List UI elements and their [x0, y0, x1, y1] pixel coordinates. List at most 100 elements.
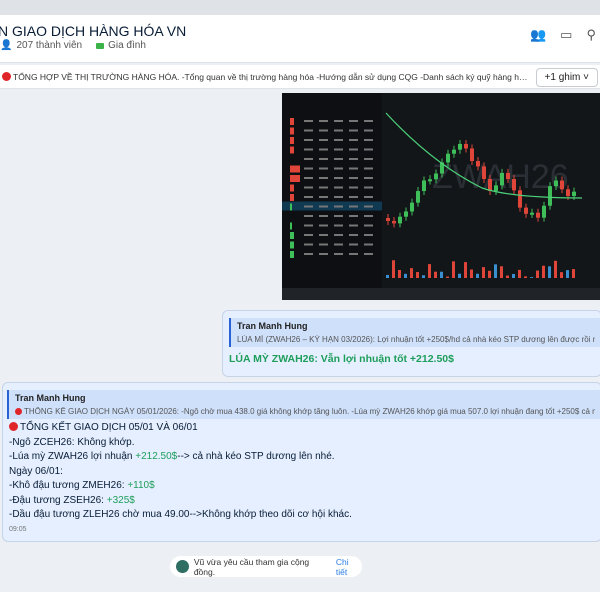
- message-line: -Ngô ZCEH26: Không khớp.: [9, 436, 135, 448]
- candle: [566, 189, 570, 197]
- price-cell: [319, 196, 328, 198]
- quoted-message[interactable]: Tran Manh Hung LÚA MÌ (ZWAH26 – KỲ HẠN 0…: [229, 318, 600, 347]
- price-cell: [349, 215, 358, 217]
- message-line: -Lúa mỳ ZWAH26 lợi nhuận +212.50$--> cả …: [9, 451, 335, 462]
- details-link[interactable]: Chi tiết: [335, 556, 349, 577]
- volume-bar: [530, 277, 533, 278]
- candle: [494, 185, 498, 191]
- volume-bar: [470, 269, 473, 278]
- price-cell: [319, 139, 328, 141]
- volume-bar: [458, 273, 461, 278]
- candle: [482, 166, 486, 180]
- price-cell: [364, 243, 373, 246]
- price-cell: [304, 177, 313, 179]
- price-cell: [319, 234, 328, 236]
- volume-bar: [446, 276, 449, 278]
- volume-bar: [464, 262, 467, 278]
- price-cell: [334, 253, 343, 255]
- order-book-panel: [282, 93, 382, 288]
- selected-row: [282, 201, 382, 211]
- quoted-message[interactable]: Tran Manh Hung THỐNG KÊ GIAO DỊCH NGÀY 0…: [7, 390, 600, 419]
- price-cell: [319, 120, 328, 122]
- volume-bar: [476, 273, 479, 278]
- join-request-notice: Vũ vừa yêu cầu tham gia cộng đồng. Chi t…: [170, 556, 362, 577]
- volume-bar: [536, 270, 539, 278]
- price-cell: [304, 215, 313, 217]
- candle: [392, 220, 396, 224]
- candle: [560, 180, 564, 190]
- candle: [548, 186, 552, 206]
- video-call-icon[interactable]: ▭: [560, 27, 573, 42]
- price-cell: [304, 139, 313, 141]
- candle: [536, 212, 540, 218]
- volume-bar: [404, 273, 407, 278]
- depth-bar: [290, 241, 294, 249]
- candle: [416, 191, 420, 203]
- message-line: -Đậu tương ZSEH26: +325$: [9, 494, 135, 506]
- depth-bar: [290, 137, 294, 144]
- price-cell: [364, 148, 373, 151]
- price-cell: [364, 129, 373, 132]
- chart-screenshot-image[interactable]: ZWAH26: [282, 93, 600, 300]
- volume-bar: [554, 260, 557, 278]
- candle: [386, 218, 390, 221]
- message-time: 09:05: [9, 525, 27, 533]
- volume-bar: [512, 273, 515, 278]
- composer-toolbar: [0, 592, 600, 600]
- price-cell: [364, 196, 373, 198]
- price-cell: [349, 196, 358, 198]
- group-title: N GIAO DỊCH HÀNG HÓA VN: [0, 23, 187, 39]
- volume-bar: [542, 265, 545, 278]
- message-heading: TỔNG KẾT GIAO DỊCH 05/01 VÀ 06/01: [20, 422, 198, 433]
- candle: [452, 149, 456, 154]
- volume-bar: [560, 272, 563, 278]
- price-cell: [349, 139, 358, 141]
- price-cell: [334, 196, 343, 198]
- price-cell: [304, 167, 313, 170]
- price-cell: [349, 158, 358, 160]
- price-cell: [304, 253, 313, 255]
- volume-bar: [506, 275, 509, 278]
- add-member-icon[interactable]: 👥: [529, 27, 547, 42]
- candle: [512, 179, 516, 191]
- search-icon[interactable]: ⚲: [586, 27, 596, 42]
- price-cell: [319, 167, 328, 170]
- depth-bar: [290, 146, 294, 154]
- price-cell: [304, 243, 313, 246]
- price-cell: [364, 215, 373, 217]
- pinned-message-bar[interactable]: TỔNG HỢP VỀ THỊ TRƯỜNG HÀNG HÓA. -Tổng q…: [0, 65, 600, 89]
- depth-bar: [290, 175, 300, 182]
- member-count[interactable]: 207 thành viên: [16, 40, 83, 51]
- volume-bar: [494, 264, 497, 278]
- depth-bar: [290, 118, 294, 125]
- window-top-bar: [0, 0, 600, 15]
- volume-bar: [398, 269, 401, 278]
- price-cell: [334, 129, 343, 132]
- price-cell: [304, 120, 313, 122]
- quote-author: Tran Manh Hung: [237, 321, 308, 331]
- price-cell: [334, 148, 343, 151]
- price-cell: [319, 224, 328, 227]
- candle: [488, 179, 492, 191]
- candle: [518, 190, 522, 208]
- taskbar: [282, 288, 600, 300]
- group-label[interactable]: Gia đình: [108, 40, 146, 51]
- candle: [446, 153, 450, 163]
- volume-bar: [518, 269, 521, 278]
- price-cell: [349, 205, 358, 208]
- volume-bar: [572, 269, 575, 278]
- candle: [422, 180, 426, 192]
- depth-bar: [290, 184, 294, 192]
- volume-bar: [392, 260, 395, 278]
- price-cell: [334, 224, 343, 227]
- depth-bar: [290, 165, 300, 173]
- volume-bar: [440, 271, 443, 278]
- price-cell: [319, 186, 328, 189]
- quote-author: Tran Manh Hung: [15, 393, 86, 403]
- red-circle-icon: [15, 408, 22, 415]
- candle: [398, 216, 402, 224]
- price-cell: [364, 186, 373, 189]
- price-cell: [334, 215, 343, 217]
- price-cell: [349, 186, 358, 189]
- more-pins-button[interactable]: +1 ghim ˅: [535, 68, 598, 87]
